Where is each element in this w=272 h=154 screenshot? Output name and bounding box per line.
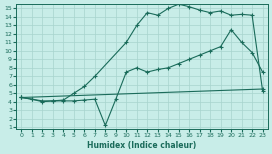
X-axis label: Humidex (Indice chaleur): Humidex (Indice chaleur) <box>87 141 197 150</box>
